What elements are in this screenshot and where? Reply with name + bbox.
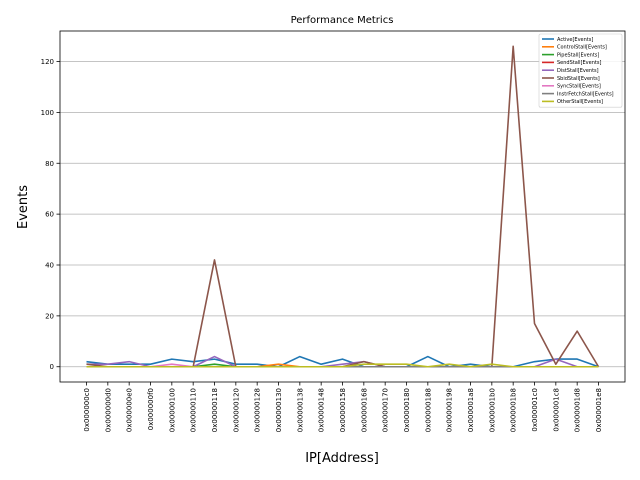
y-tick-label: 20 — [45, 312, 54, 320]
x-axis: 0x000000c0 0x000000d0 0x000000e0 0x000000f0… — [83, 382, 603, 432]
x-tick-label: 0x00000120 — [232, 388, 240, 432]
x-tick-label: 0x000001d8 — [574, 388, 582, 432]
x-tick-label: 0x00000118 — [211, 388, 219, 432]
legend-label: DistStall[Events] — [557, 68, 599, 74]
series-line — [86, 363, 599, 368]
legend-label: ControlStall[Events] — [557, 45, 607, 51]
x-tick-label: 0x000001e8 — [595, 388, 603, 432]
x-tick-label: 0x00000100 — [168, 388, 176, 432]
y-tick-label: 120 — [41, 58, 54, 66]
x-tick-label: 0x000001c0 — [531, 388, 539, 432]
legend-label: SyncStall[Events] — [557, 84, 601, 90]
x-tick-label: 0x00000158 — [339, 388, 347, 432]
legend-label: SbidStall[Events] — [557, 76, 600, 82]
y-tick-label: 0 — [50, 363, 54, 371]
x-tick-label: 0x000000c0 — [83, 388, 91, 432]
y-axis-title: Events — [16, 185, 31, 229]
x-tick-label: 0x000000f0 — [147, 388, 155, 430]
x-tick-label: 0x00000148 — [318, 388, 326, 432]
legend-label: SendStall[Events] — [557, 60, 601, 66]
x-tick-label: 0x00000168 — [360, 388, 368, 432]
x-tick-label: 0x00000188 — [424, 388, 432, 432]
legend-label: PipeStall[Events] — [557, 52, 599, 58]
legend-label: InstrFetchStall[Events] — [557, 91, 614, 97]
legend: Active[Events] ControlStall[Events]PipeSt… — [538, 33, 623, 108]
x-tick-label: 0x00000130 — [275, 388, 283, 432]
series-lines — [86, 45, 600, 368]
x-tick-label: 0x00000180 — [403, 388, 411, 432]
x-tick-label: 0x00000110 — [190, 388, 198, 432]
x-tick-label: 0x000001c8 — [552, 388, 560, 432]
x-tick-label: 0x000000d0 — [104, 388, 112, 432]
y-tick-label: 40 — [45, 262, 54, 270]
legend-box — [538, 33, 623, 108]
y-axis: 0 20 40 60 80 100 120 — [41, 58, 60, 371]
y-tick-label: 60 — [45, 211, 54, 219]
x-axis-title: IP[Address] — [305, 451, 379, 466]
x-tick-label: 0x000001b8 — [510, 388, 518, 432]
x-tick-label: 0x000000e0 — [126, 388, 134, 432]
legend-label: OtherStall[Events] — [557, 99, 603, 105]
y-tick-label: 100 — [41, 109, 54, 117]
y-tick-label: 80 — [45, 160, 54, 168]
chart-title: Performance Metrics — [291, 15, 394, 26]
x-tick-label: 0x00000128 — [254, 388, 262, 432]
x-tick-label: 0x00000138 — [296, 388, 304, 432]
x-tick-label: 0x00000170 — [382, 388, 390, 432]
x-tick-label: 0x000001a8 — [467, 388, 475, 432]
legend-label: Active[Events] — [557, 37, 593, 43]
x-tick-label: 0x00000198 — [446, 388, 454, 432]
x-tick-label: 0x000001b0 — [488, 388, 496, 432]
